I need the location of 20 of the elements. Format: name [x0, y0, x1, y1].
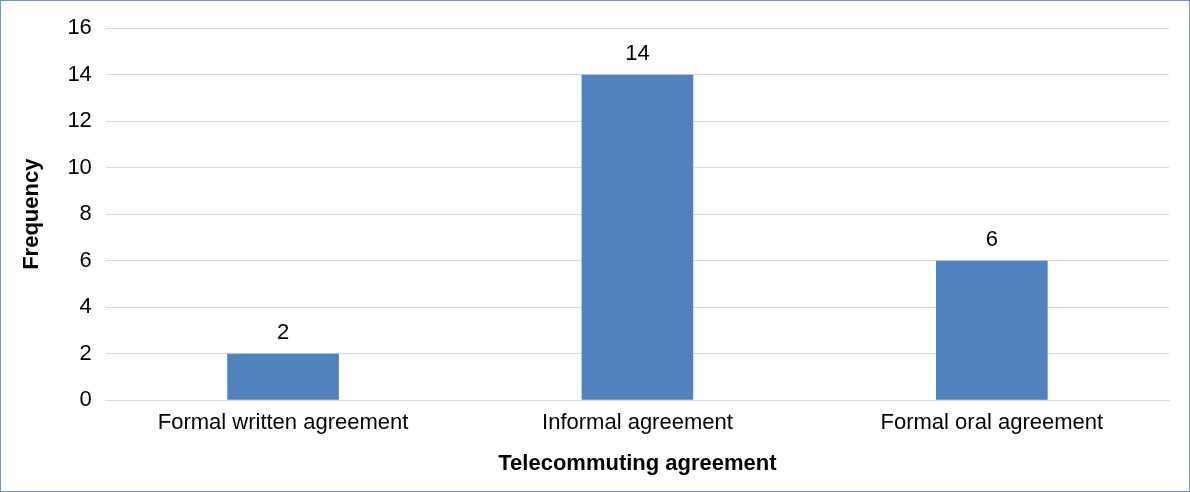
data-label: 2 [276, 318, 290, 344]
data-label: 14 [625, 39, 650, 65]
x-axis-title: Telecommuting agreement [498, 449, 778, 475]
x-tick-label: Informal agreement [542, 409, 733, 435]
y-tick-label: 4 [79, 293, 92, 319]
data-label: 6 [985, 225, 998, 251]
x-tick-label: Formal oral agreement [880, 409, 1104, 435]
y-tick-label: 12 [67, 107, 92, 133]
y-tick-label: 2 [79, 339, 92, 365]
y-tick-label: 8 [79, 200, 92, 226]
bar [936, 260, 1048, 400]
x-tick-label: Formal written agreement [157, 409, 409, 435]
y-tick-label: 6 [79, 246, 92, 272]
bar [581, 74, 694, 400]
y-tick-label: 0 [79, 386, 92, 412]
y-tick-label: 10 [67, 153, 92, 179]
bar [227, 353, 339, 400]
y-tick-label: 14 [67, 60, 92, 86]
y-axis-title: Frequency [18, 157, 44, 270]
y-tick-label: 16 [67, 14, 92, 40]
